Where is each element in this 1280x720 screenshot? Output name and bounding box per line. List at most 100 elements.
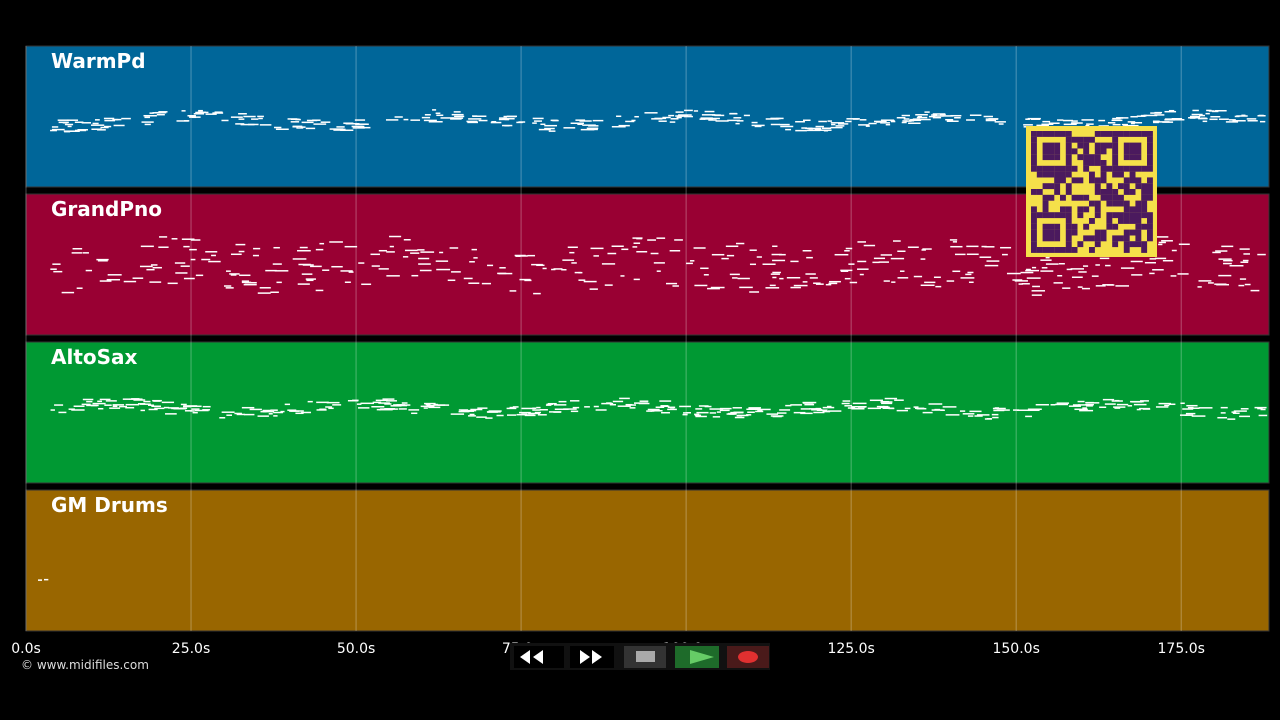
note bbox=[533, 120, 542, 122]
qr-module bbox=[1031, 148, 1037, 155]
note bbox=[499, 267, 506, 269]
play-button[interactable] bbox=[675, 646, 719, 668]
note bbox=[158, 111, 168, 113]
track-name: GrandPno bbox=[51, 197, 162, 221]
note bbox=[1161, 240, 1173, 242]
qr-module bbox=[1031, 206, 1037, 213]
qr-module bbox=[1036, 247, 1043, 253]
note bbox=[714, 114, 725, 117]
qr-module bbox=[1031, 189, 1037, 195]
note bbox=[175, 272, 188, 274]
note bbox=[326, 401, 340, 404]
note bbox=[1078, 404, 1089, 406]
qr-module bbox=[1106, 223, 1113, 230]
note bbox=[1085, 401, 1094, 404]
note bbox=[916, 116, 928, 119]
note bbox=[1186, 404, 1198, 407]
note bbox=[592, 119, 604, 122]
note bbox=[112, 404, 125, 406]
note bbox=[538, 128, 551, 131]
note bbox=[1131, 121, 1143, 124]
qr-module bbox=[1071, 148, 1078, 155]
qr-module bbox=[1100, 171, 1107, 178]
note bbox=[181, 110, 186, 112]
qr-module bbox=[1147, 183, 1153, 190]
note bbox=[273, 415, 278, 417]
note bbox=[847, 407, 855, 409]
note bbox=[152, 399, 162, 402]
note bbox=[772, 245, 778, 248]
qr-module bbox=[1094, 183, 1101, 190]
note bbox=[329, 241, 343, 243]
note bbox=[195, 274, 204, 277]
note bbox=[450, 413, 465, 415]
qr-module bbox=[1077, 154, 1084, 161]
note bbox=[1071, 120, 1078, 122]
note bbox=[1239, 278, 1247, 280]
note bbox=[419, 269, 432, 272]
note bbox=[632, 246, 638, 248]
note bbox=[1031, 290, 1046, 292]
note bbox=[710, 286, 725, 289]
qr-module bbox=[1042, 206, 1049, 213]
note bbox=[942, 115, 953, 117]
note bbox=[701, 114, 716, 116]
note bbox=[808, 127, 813, 130]
note bbox=[739, 286, 753, 289]
note bbox=[389, 235, 402, 238]
note bbox=[617, 405, 631, 407]
note bbox=[563, 408, 577, 410]
note bbox=[790, 260, 799, 263]
note bbox=[920, 284, 935, 287]
note bbox=[528, 412, 540, 415]
rewind-button[interactable] bbox=[514, 646, 564, 668]
note bbox=[758, 408, 771, 411]
note bbox=[721, 257, 729, 260]
note bbox=[152, 266, 162, 269]
record-button[interactable] bbox=[727, 646, 769, 668]
note bbox=[569, 251, 575, 254]
note bbox=[251, 118, 259, 120]
note bbox=[709, 408, 724, 410]
note bbox=[147, 404, 155, 406]
note bbox=[945, 414, 960, 416]
note bbox=[661, 411, 670, 414]
qr-module bbox=[1118, 171, 1124, 178]
note bbox=[1244, 283, 1251, 286]
note bbox=[92, 122, 99, 125]
note bbox=[418, 263, 431, 265]
note bbox=[735, 242, 745, 245]
note bbox=[942, 406, 957, 408]
qr-module bbox=[1065, 171, 1072, 178]
qr-module bbox=[1147, 223, 1153, 230]
qr-module bbox=[1036, 212, 1043, 219]
note bbox=[967, 415, 974, 417]
note bbox=[854, 405, 867, 408]
note bbox=[749, 263, 757, 266]
qr-module bbox=[1141, 247, 1148, 253]
note bbox=[570, 410, 579, 413]
qr-module bbox=[1112, 223, 1119, 230]
qr-module bbox=[1123, 200, 1130, 207]
note bbox=[1082, 407, 1088, 409]
note bbox=[892, 240, 901, 242]
stop-button[interactable] bbox=[624, 646, 666, 668]
note bbox=[466, 120, 478, 123]
qr-module bbox=[1112, 148, 1119, 155]
note bbox=[806, 129, 821, 132]
note bbox=[504, 118, 509, 121]
qr-module bbox=[1094, 177, 1101, 184]
note bbox=[348, 271, 354, 273]
note bbox=[544, 124, 558, 127]
note bbox=[198, 109, 203, 112]
note bbox=[954, 253, 966, 256]
note bbox=[532, 407, 537, 409]
note bbox=[295, 118, 301, 121]
forward-button[interactable] bbox=[570, 646, 614, 668]
qr-module bbox=[1112, 160, 1119, 166]
qr-module bbox=[1065, 241, 1072, 248]
note bbox=[996, 409, 1010, 411]
qr-module bbox=[1123, 131, 1130, 137]
qr-module bbox=[1100, 177, 1107, 184]
